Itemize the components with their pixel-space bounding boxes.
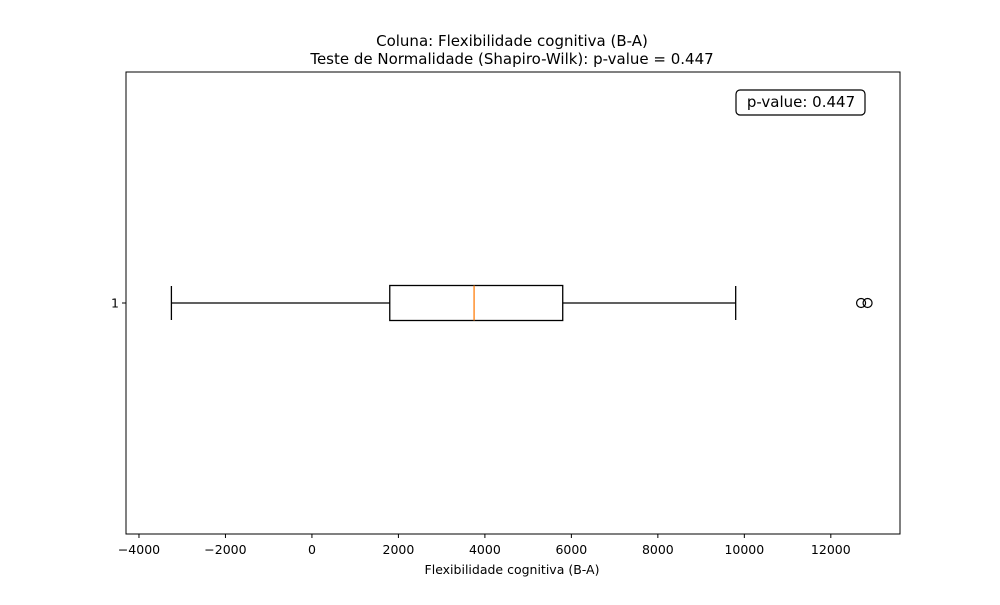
x-tick-label: 2000 <box>383 542 415 557</box>
x-tick-label: −4000 <box>118 542 160 557</box>
annotation-box <box>735 89 866 116</box>
plot-area: −4000 −2000 0 2000 4000 6000 8000 10000 12000 1 <box>111 284 873 557</box>
p-value-annotation: p-value: 0.447 <box>735 89 866 116</box>
x-tick-label: −2000 <box>204 542 246 557</box>
axes-frame <box>125 71 901 535</box>
x-axis-label: Flexibilidade cognitiva (B-A) <box>425 562 600 577</box>
x-tick-label: 4000 <box>469 542 501 557</box>
outlier-point <box>855 297 867 309</box>
x-tick-label: 0 <box>308 542 316 557</box>
x-tick-label: 12000 <box>811 542 851 557</box>
x-tick-label: 8000 <box>642 542 674 557</box>
chart-title-line-2: Teste de Normalidade (Shapiro-Wilk): p-v… <box>309 50 713 68</box>
x-tick-label: 6000 <box>555 542 587 557</box>
x-tick-label: 10000 <box>724 542 764 557</box>
y-tick-label: 1 <box>111 296 119 311</box>
outlier-point <box>862 297 873 309</box>
iqr-box <box>389 284 564 322</box>
annotation-text: p-value: 0.447 <box>747 93 855 111</box>
chart-title-line-1: Coluna: Flexibilidade cognitiva (B-A) <box>376 32 648 50</box>
